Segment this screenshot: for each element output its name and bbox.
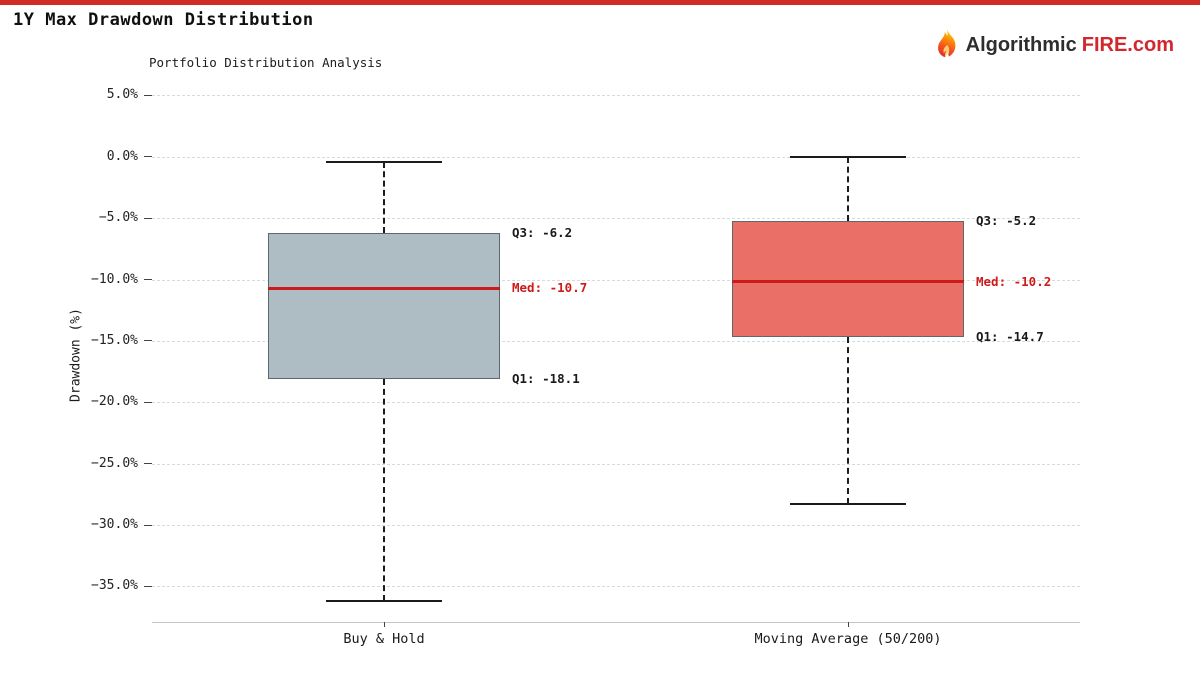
y-tick-label: −10.0%: [91, 271, 138, 287]
annotation-q3: Q3: -6.2: [512, 224, 573, 240]
y-tick-label: −5.0%: [98, 210, 138, 226]
flame-icon: [937, 29, 956, 58]
x-tick-mark: [384, 622, 385, 627]
y-tick-mark: [144, 217, 152, 219]
y-tick-label: −35.0%: [91, 578, 138, 594]
x-axis-category-label: Buy & Hold: [343, 631, 425, 647]
whisker-line-upper: [847, 156, 849, 221]
annotation-q3: Q3: -5.2: [976, 212, 1037, 228]
y-tick-mark: [144, 401, 152, 403]
gridline: [152, 95, 1080, 97]
y-tick-label: 0.0%: [106, 148, 138, 164]
gridline: [152, 340, 1080, 342]
whisker-cap-lower: [790, 503, 906, 506]
y-tick-label: −30.0%: [91, 517, 138, 533]
median-line: [268, 286, 500, 290]
x-tick-mark: [848, 622, 849, 627]
whisker-cap-lower: [326, 600, 442, 603]
y-tick-mark: [144, 279, 152, 280]
y-tick-label: −15.0%: [91, 332, 138, 348]
median-line: [732, 280, 964, 284]
gridline: [152, 156, 1080, 158]
brand-text-dark: Algorithmic: [965, 33, 1077, 56]
y-tick-mark: [144, 524, 152, 526]
gridline: [152, 218, 1080, 220]
y-tick-label: −20.0%: [91, 394, 138, 410]
chart-title: Portfolio Distribution Analysis: [149, 55, 383, 70]
whisker-cap-upper: [790, 155, 906, 158]
brand-text-red: FIRE.com: [1081, 33, 1174, 56]
y-axis-label: Drawdown (%): [68, 308, 84, 402]
y-tick-mark: [144, 94, 152, 96]
whisker-line-lower: [383, 378, 385, 602]
plot-area: 5.0% 0.0% −5.0% −10.0% −15.0% −20.0% −25.0% −30…: [91, 87, 1080, 647]
y-tick-mark: [144, 585, 152, 587]
annotation-med: Med: -10.2: [976, 273, 1052, 289]
whisker-line-upper: [383, 161, 385, 233]
x-axis-category-label: Moving Average (50/200): [754, 631, 942, 647]
page-title: 1Y Max Drawdown Distribution: [13, 10, 314, 30]
y-tick-mark: [144, 463, 152, 465]
gridline: [152, 525, 1080, 527]
annotation-q1: Q1: -18.1: [512, 370, 580, 386]
whisker-line-lower: [847, 337, 849, 505]
gridline: [152, 279, 1080, 281]
annotation-q1: Q1: -14.7: [976, 329, 1044, 345]
y-tick-label: −25.0%: [91, 455, 138, 471]
gridline: [152, 402, 1080, 404]
brand-logo[interactable]: Algorithmic FIRE.com: [933, 29, 1174, 61]
gridline: [152, 586, 1080, 588]
gridline: [152, 463, 1080, 465]
accent-bar: [0, 0, 1200, 5]
whisker-cap-upper: [326, 160, 442, 163]
x-axis-line: [152, 622, 1080, 623]
y-tick-mark: [144, 340, 152, 342]
boxplot-box: [732, 220, 964, 338]
annotation-med: Med: -10.7: [512, 280, 588, 296]
boxplot-box: [268, 232, 500, 379]
y-tick-mark: [144, 156, 152, 158]
y-tick-label: 5.0%: [106, 87, 138, 103]
